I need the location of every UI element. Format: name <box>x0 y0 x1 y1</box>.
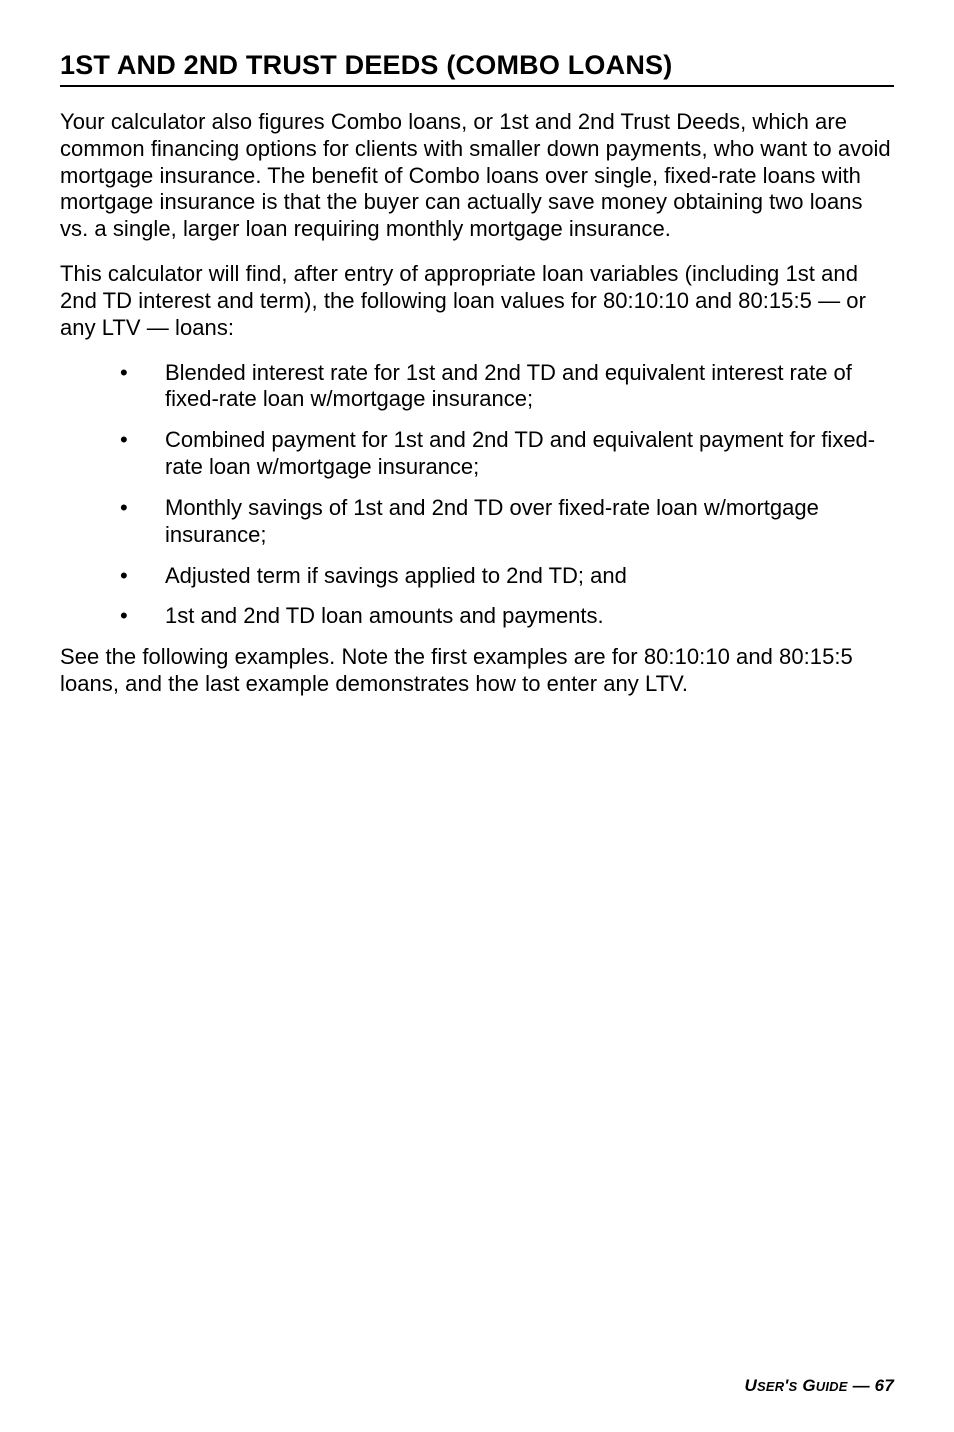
footer-label: USER'S GUIDE <box>744 1376 847 1395</box>
closing-paragraph: See the following examples. Note the fir… <box>60 644 894 698</box>
list-item: Adjusted term if savings applied to 2nd … <box>60 563 894 590</box>
footer-page-number: — 67 <box>848 1376 894 1395</box>
intro-paragraph-2: This calculator will find, after entry o… <box>60 261 894 341</box>
feature-bullet-list: Blended interest rate for 1st and 2nd TD… <box>60 360 894 631</box>
page-footer: USER'S GUIDE — 67 <box>744 1376 894 1396</box>
list-item: 1st and 2nd TD loan amounts and payments… <box>60 603 894 630</box>
list-item: Monthly savings of 1st and 2nd TD over f… <box>60 495 894 549</box>
section-heading: 1ST AND 2ND TRUST DEEDS (COMBO LOANS) <box>60 50 894 87</box>
list-item: Blended interest rate for 1st and 2nd TD… <box>60 360 894 414</box>
intro-paragraph-1: Your calculator also figures Combo loans… <box>60 109 894 243</box>
list-item: Combined payment for 1st and 2nd TD and … <box>60 427 894 481</box>
